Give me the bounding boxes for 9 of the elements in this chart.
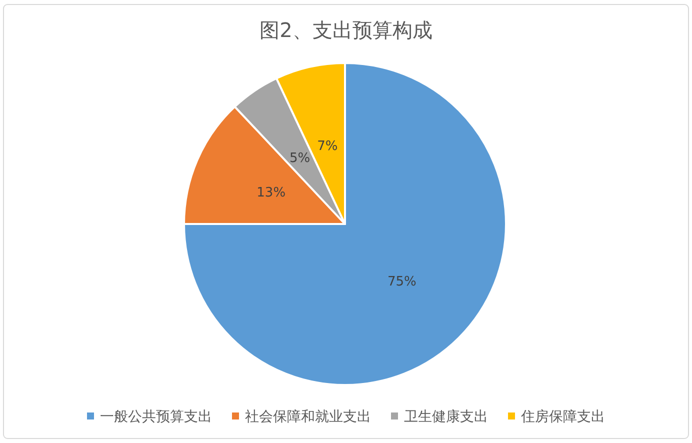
data-label: 13% [256, 186, 286, 201]
data-label: 7% [317, 138, 338, 154]
legend-label: 卫生健康支出 [404, 409, 488, 425]
chart-title: 图2、支出预算构成 [260, 18, 432, 42]
legend-label: 住房保障支出 [520, 409, 605, 425]
data-label: 5% [289, 150, 310, 166]
legend-label: 社会保障和就业支出 [245, 409, 371, 425]
data-label: 75% [387, 274, 416, 290]
legend-label: 一般公共预算支出 [100, 409, 212, 425]
